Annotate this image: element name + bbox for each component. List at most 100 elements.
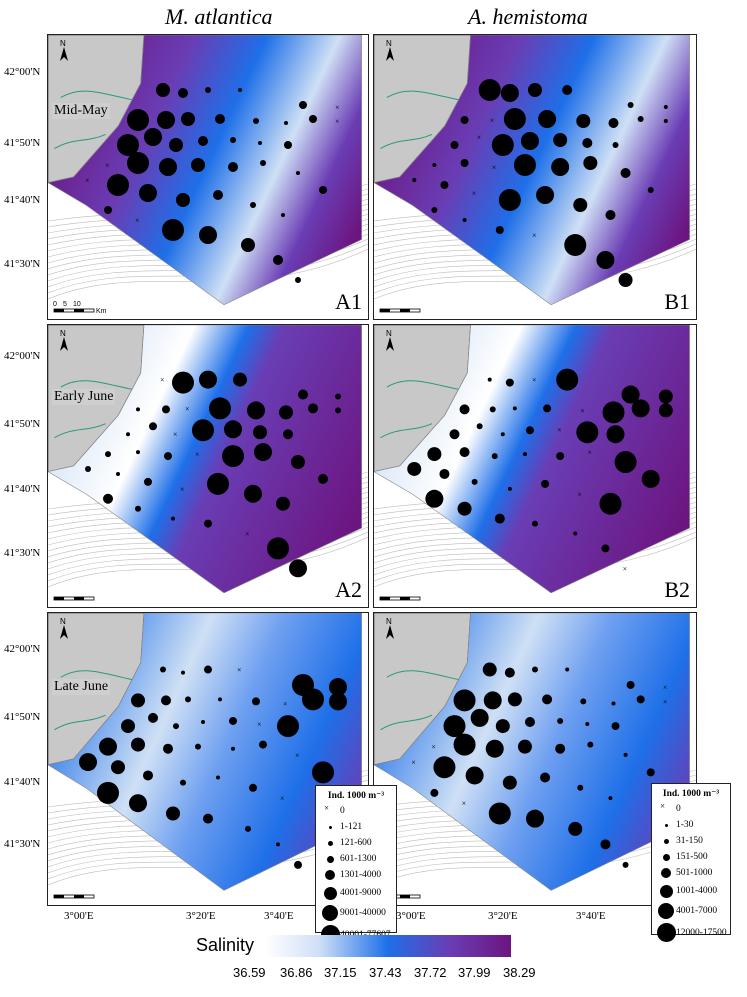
station-marker (543, 404, 552, 413)
station-marker (564, 234, 587, 256)
station-marker (599, 492, 622, 515)
station-marker (478, 79, 501, 101)
salinity-tick: 37.43 (369, 965, 402, 980)
station-marker (244, 484, 262, 503)
salinity-tick: 38.29 (503, 965, 536, 980)
legend-class-label: 0 (340, 806, 345, 816)
salinity-tick: 36.86 (280, 965, 313, 980)
legend-circle-symbol (323, 886, 337, 900)
station-marker (432, 163, 437, 167)
legend-class-label: 1301-4000 (340, 870, 382, 881)
legend-circle-symbol (656, 923, 676, 943)
station-marker (181, 670, 185, 675)
station-marker (482, 662, 497, 677)
river (60, 380, 135, 391)
station-marker (577, 784, 584, 791)
station-marker (576, 114, 591, 128)
station-marker (319, 186, 327, 194)
station-marker (281, 213, 285, 217)
station-marker (260, 160, 266, 166)
legend-zero-marker: × (324, 803, 330, 813)
column-title-m-atlantica: M. atlantica (165, 4, 273, 29)
station-marker (541, 479, 550, 488)
legend-circle-symbol (322, 905, 338, 921)
station-marker (229, 716, 237, 725)
salinity-tick: 36.59 (233, 965, 266, 980)
scale-bar-tick: 10 (73, 301, 81, 308)
station-marker (144, 128, 162, 146)
station-marker (148, 712, 158, 723)
station-zero-marker: × (295, 751, 300, 760)
map-panel-a1: × × × × × N 0 5 10 Km A1 (47, 34, 369, 320)
scale-bar-segment (74, 597, 84, 600)
station-marker (623, 752, 628, 757)
station-zero-marker: × (257, 720, 262, 729)
river (380, 133, 433, 150)
station-marker (201, 719, 205, 724)
map-svg: × × × × × N (48, 613, 368, 899)
river (54, 423, 106, 439)
station-zero-marker: × (335, 117, 340, 126)
legend-circle-symbol (659, 884, 673, 898)
station-marker (302, 688, 324, 711)
station-zero-marker: × (160, 376, 165, 385)
scale-bar-segment (400, 895, 410, 898)
salinity-tick: 37.72 (414, 965, 447, 980)
station-marker (205, 87, 211, 93)
station-marker (117, 134, 139, 156)
lon-label: 3°00'E (396, 910, 426, 922)
station-marker (500, 432, 505, 437)
legend-zero-marker: × (660, 801, 666, 811)
station-marker (663, 119, 668, 123)
map-svg: × × × × × N (374, 35, 696, 313)
station-marker (658, 389, 673, 404)
lat-label: 41°50'N (4, 418, 41, 430)
station-marker (178, 88, 188, 98)
station-marker (105, 451, 111, 458)
station-marker (647, 187, 654, 193)
north-label: N (386, 329, 392, 338)
scale-bar-segment (380, 597, 390, 600)
station-marker (412, 178, 417, 182)
station-marker (585, 722, 590, 727)
station-marker (459, 404, 470, 415)
station-marker (553, 133, 568, 147)
station-marker (335, 393, 341, 400)
station-marker (176, 193, 190, 207)
station-marker (620, 168, 631, 178)
station-marker (308, 403, 318, 414)
scale-bar-unit: Km (96, 308, 107, 315)
station-marker (453, 689, 476, 712)
station-marker (503, 108, 526, 130)
station-marker (618, 273, 633, 287)
salinity-tick: 37.99 (458, 965, 491, 980)
scale-bar-segment (400, 597, 410, 600)
lat-label: 41°30'N (4, 838, 41, 850)
scale-bar-segment (400, 309, 410, 312)
station-marker (230, 137, 236, 143)
map-svg: × × × × × × N (374, 325, 696, 601)
station-marker (488, 802, 511, 825)
legend-title: Ind. 1000 m⁻³ (327, 791, 385, 801)
panel-label-b1: B1 (664, 289, 690, 314)
station-marker (335, 407, 341, 414)
station-marker (556, 452, 565, 461)
station-marker (296, 171, 300, 175)
station-marker (540, 772, 551, 783)
station-marker (162, 405, 170, 414)
north-arrow-icon (386, 337, 394, 351)
station-marker (641, 469, 660, 488)
river (60, 670, 135, 681)
legend-class-label: 151-500 (676, 852, 708, 862)
station-marker (213, 190, 223, 200)
scale-bar-segment (54, 597, 64, 600)
station-marker (433, 756, 456, 779)
station-marker (573, 531, 578, 536)
station-marker (164, 452, 172, 461)
legend-title: Ind. 1000 m⁻³ (662, 789, 720, 799)
legend-class-label: 121-600 (340, 838, 372, 848)
station-marker (536, 186, 555, 204)
lat-label: 42°00'N (4, 643, 41, 655)
station-marker (576, 421, 599, 444)
station-marker (637, 116, 644, 122)
